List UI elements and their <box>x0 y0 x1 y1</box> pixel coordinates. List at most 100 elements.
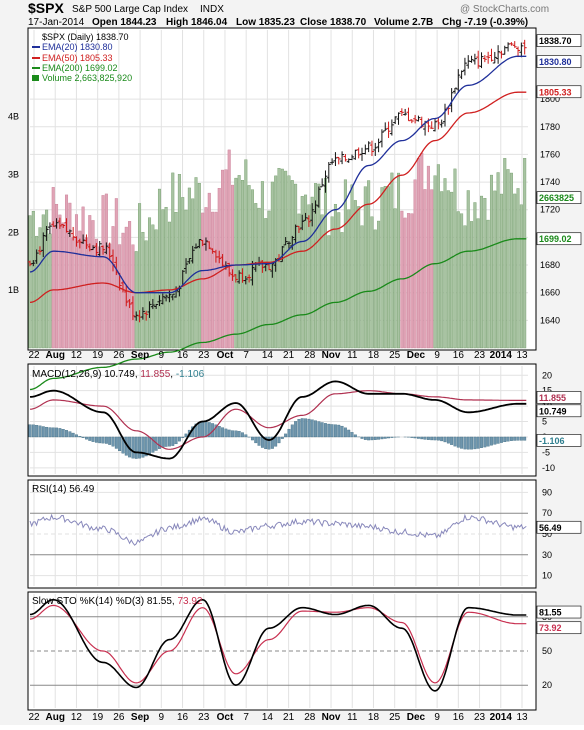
volume-bar <box>39 228 42 348</box>
sto-legend-prefix: Slow STO %K(14) %D(3) <box>32 596 144 607</box>
x-tick-label: 28 <box>304 350 316 361</box>
symbol-title: $SPX <box>28 0 64 16</box>
svg-text:73.92: 73.92 <box>539 623 562 633</box>
volume-bar <box>128 221 131 348</box>
x-tick-label: 25 <box>389 712 401 723</box>
volume-bar <box>450 192 453 348</box>
macd-histogram-bar <box>241 433 244 437</box>
macd-histogram-bar <box>75 435 78 437</box>
volume-bar <box>377 221 380 348</box>
macd-histogram-bar <box>98 437 101 443</box>
macd-tick-label: 5 <box>542 417 547 427</box>
volume-bar <box>364 187 367 348</box>
volume-bar <box>447 191 450 348</box>
x-tick-label: Sep <box>131 712 149 723</box>
volume-bar <box>344 180 347 348</box>
macd-histogram-bar <box>377 437 380 439</box>
volume-bar <box>112 226 115 348</box>
volume-bar <box>152 225 155 348</box>
volume-bar <box>328 236 331 348</box>
volume-bar <box>88 215 91 348</box>
macd-histogram-bar <box>278 437 281 443</box>
macd-histogram-bar <box>88 437 91 441</box>
x-tick-label: 9 <box>434 350 440 361</box>
macd-histogram-bar <box>520 437 523 440</box>
macd-histogram-bar <box>49 428 52 437</box>
x-tick-label: 9 <box>434 712 440 723</box>
x-tick-label: Nov <box>322 712 341 723</box>
macd-histogram-bar <box>474 437 477 449</box>
volume-bar <box>85 238 88 348</box>
volume-tick-label: 2B <box>8 227 19 237</box>
macd-histogram-bar <box>301 418 304 437</box>
macd-histogram-bar <box>228 430 231 437</box>
macd-histogram-bar <box>500 437 503 443</box>
volume-bar <box>294 184 297 348</box>
x-tick-label: 18 <box>368 712 380 723</box>
volume-bar <box>298 214 301 348</box>
macd-histogram-bar <box>354 435 357 437</box>
price-tick-label: 1780 <box>540 122 560 132</box>
x-tick-label: Dec <box>407 350 426 361</box>
macd-histogram-bar <box>308 419 311 437</box>
volume-bar <box>138 203 141 348</box>
macd-histogram-bar <box>245 435 248 437</box>
macd-histogram-bar <box>132 437 135 458</box>
macd-histogram-bar <box>82 437 85 438</box>
macd-histogram-bar <box>112 437 115 446</box>
volume-bar <box>145 241 148 348</box>
svg-text:81.55: 81.55 <box>539 608 562 618</box>
volume-bar <box>334 204 337 348</box>
volume-bar <box>407 213 410 348</box>
macd-histogram-bar <box>221 428 224 437</box>
macd-histogram-bar <box>334 425 337 437</box>
macd-legend-hist: -1.106 <box>176 369 205 380</box>
volume-bar <box>62 223 65 348</box>
macd-histogram-bar <box>344 428 347 437</box>
sto-legend-k: 81.55 <box>147 596 172 607</box>
x-tick-label: 16 <box>453 712 465 723</box>
volume-bar <box>79 231 82 348</box>
macd-histogram-bar <box>178 437 181 441</box>
macd-legend-macd: 10.749 <box>104 369 135 380</box>
tag-macd-signal: 11.855 <box>537 391 581 403</box>
macd-histogram-bar <box>108 437 111 445</box>
x-tick-label: Oct <box>217 350 234 361</box>
x-tick-label: 7 <box>243 350 249 361</box>
volume-bar <box>500 194 503 348</box>
macd-histogram-bar <box>142 437 145 457</box>
macd-histogram-bar <box>175 437 178 444</box>
volume-bar <box>268 211 271 348</box>
volume-bar <box>82 207 85 348</box>
legend-volume: Volume 2,663,825,920 <box>42 73 132 83</box>
x-tick-label: 19 <box>92 350 104 361</box>
tag-ema20: 1830.80 <box>537 56 581 68</box>
volume-bar <box>457 212 460 348</box>
macd-histogram-bar <box>434 437 437 440</box>
x-tick-label: 22 <box>28 712 40 723</box>
macd-histogram-bar <box>470 437 473 449</box>
macd-histogram-bar <box>371 437 374 440</box>
macd-histogram-bar <box>351 432 354 437</box>
x-tick-label: 28 <box>304 712 316 723</box>
volume-bar <box>430 190 433 348</box>
macd-histogram-bar <box>281 437 284 439</box>
rsi-legend-text: RSI(14) 56.49 <box>32 484 95 495</box>
volume-bar <box>148 218 151 348</box>
volume-bar <box>165 207 168 348</box>
macd-histogram-bar <box>341 426 344 437</box>
price-tick-label: 1740 <box>540 177 560 187</box>
macd-histogram-bar <box>477 437 480 448</box>
volume-bar <box>228 150 231 348</box>
volume-bar <box>175 212 178 348</box>
macd-histogram-bar <box>291 425 294 437</box>
volume-bar <box>264 218 267 348</box>
volume-bar <box>384 186 387 348</box>
sto-legend: Slow STO %K(14) %D(3) 81.55, 73.92 <box>32 596 203 607</box>
volume-bar <box>391 173 394 348</box>
exchange: INDX <box>200 4 224 15</box>
macd-histogram-bar <box>118 437 121 451</box>
macd-histogram-bar <box>135 437 138 459</box>
macd-histogram-bar <box>523 437 526 440</box>
